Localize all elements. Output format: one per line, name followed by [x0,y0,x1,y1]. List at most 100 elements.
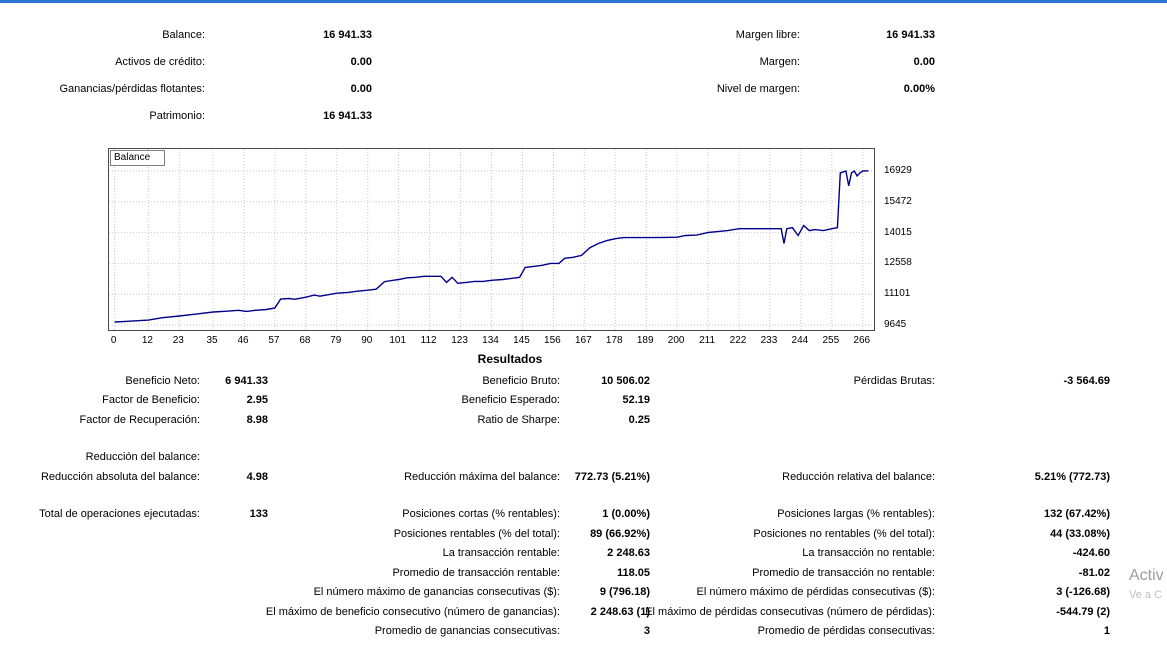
stat-value: 2 248.63 (1) [590,605,650,618]
y-tick-label: 12558 [884,257,912,269]
account-summary-left: Balance: 16 941.33 Activos de crédito: 0.00… [0,21,372,129]
stat-label: Factor de Recuperación: [79,413,200,426]
stat-row: Factor de Recuperación: 8.98 Ratio de Shar… [0,410,1120,430]
stat-value: 133 [249,508,268,521]
windows-activation-watermark: Activ Ve a C [1129,567,1164,601]
stat-value: 4.98 [246,470,268,483]
x-tick-label: 200 [667,335,685,346]
stat-label: Reducción relativa del balance: [782,470,935,483]
x-tick-label: 244 [791,335,809,346]
x-tick-label: 145 [513,335,530,346]
stat-value: 52.19 [622,394,650,407]
x-tick-label: 68 [299,335,311,346]
activation-text-line2: Ve a C [1129,589,1163,601]
x-tick-label: 35 [206,335,218,346]
stat-row: El máximo de beneficio consecutivo (núme… [0,602,1120,622]
x-tick-label: 12 [141,335,153,346]
x-tick-label: 0 [110,335,117,346]
account-row: Activos de crédito: 0.00 [0,48,372,75]
stat-label: Promedio de transacción no rentable: [752,566,935,579]
account-label: Activos de crédito: [115,55,205,68]
window-border-top [0,0,1167,3]
account-label: Ganancias/pérdidas flotantes: [59,82,205,95]
account-label: Margen: [759,55,800,68]
x-tick-label: 156 [544,335,561,346]
stat-value: 10 506.02 [601,374,650,387]
stat-label: El máximo de pérdidas consecutivas (núme… [645,605,935,618]
stat-value: 5.21% (772.73) [1034,470,1110,483]
stat-value: 772.73 (5.21%) [574,470,650,483]
account-row: Margen libre: 16 941.33 [590,21,935,48]
stat-label: Reducción del balance: [85,451,200,464]
stat-value: 2 248.63 [607,547,650,560]
stat-value: 3 [643,625,650,638]
x-tick-label: 23 [172,335,184,346]
stat-label: Posiciones rentables (% del total): [393,527,560,540]
stat-value: 1 (0.00%) [602,508,650,521]
stat-label: El número máximo de pérdidas consecutiva… [696,586,935,599]
x-tick-label: 46 [237,335,249,346]
stat-row: Factor de Beneficio: 2.95 Beneficio Espera… [0,391,1120,411]
x-tick-label: 134 [482,335,499,346]
stat-label: Promedio de pérdidas consecutivas: [757,625,935,638]
x-tick-label: 178 [605,335,623,346]
account-label: Margen libre: [735,28,800,41]
stat-row: Posiciones rentables (% del total): 89 (6… [0,524,1120,544]
account-value: 16 941.33 [323,109,372,122]
y-tick-label: 16929 [884,165,912,176]
stat-label: Ratio de Sharpe: [477,413,560,426]
activation-text-line1: Activ [1129,567,1164,584]
x-tick-label: 90 [361,335,373,346]
account-row: Patrimonio: 16 941.33 [0,102,372,129]
stat-row: La transacción rentable: 2 248.63 La trans… [0,544,1120,564]
account-row: Ganancias/pérdidas flotantes: 0.00 [0,75,372,102]
stat-label: Pérdidas Brutas: [853,374,935,387]
x-tick-label: 167 [574,335,592,346]
x-tick-label: 255 [822,335,840,346]
stat-label: La transacción no rentable: [802,547,935,560]
x-tick-label: 101 [389,335,407,346]
x-tick-label: 266 [853,335,871,346]
stat-value: -81.02 [1078,566,1110,579]
stat-value: -424.60 [1072,547,1110,560]
stat-value: 132 (67.42%) [1043,508,1110,521]
account-value: 0.00 [350,55,372,68]
balance-chart-plot[interactable]: Balance [108,148,875,331]
balance-curve [109,149,874,330]
stat-value: 6 941.33 [225,374,268,387]
stat-label: Posiciones cortas (% rentables): [402,508,560,521]
stat-label: Factor de Beneficio: [102,394,200,407]
results-table: Beneficio Neto: 6 941.33 Beneficio Bruto: 1… [0,369,1120,641]
account-label: Patrimonio: [149,109,205,122]
stat-label: Beneficio Bruto: [482,374,560,387]
stat-label: Promedio de transacción rentable: [392,566,560,579]
x-tick-label: 189 [636,335,654,346]
stat-value: 3 (-126.68) [1056,586,1110,599]
stat-row: Total de operaciones ejecutadas: 133 Posic… [0,505,1120,525]
stat-label: Reducción absoluta del balance: [40,470,200,483]
stat-value: 89 (66.92%) [590,527,650,540]
stat-value: -544.79 (2) [1056,605,1110,618]
x-axis: 0 12 23 35 46 57 68 79 90 101 112 123 134 145 156 167 17… [108,335,875,349]
account-label: Nivel de margen: [716,82,800,95]
stat-label: Beneficio Neto: [125,374,200,387]
x-tick-label: 222 [729,335,747,346]
stat-row: El número máximo de ganancias consecutiv… [0,583,1120,603]
x-tick-label: 112 [420,335,437,346]
account-row: Margen: 0.00 [590,48,935,75]
stat-label: Reducción máxima del balance: [404,470,560,483]
x-tick-label: 211 [699,335,716,346]
account-value: 16 941.33 [886,28,935,41]
stat-value: 118.05 [616,566,650,579]
account-value: 16 941.33 [323,28,372,41]
stat-row: Reducción del balance: [0,448,1120,468]
stat-value: 2.95 [246,394,268,407]
stat-value: 0.25 [628,413,650,426]
account-row: Balance: 16 941.33 [0,21,372,48]
stat-label: El máximo de beneficio consecutivo (núme… [265,605,560,618]
account-label: Balance: [162,28,205,41]
stat-label: La transacción rentable: [442,547,560,560]
x-tick-label: 233 [760,335,778,346]
stat-row: Promedio de transacción rentable: 118.05 P… [0,563,1120,583]
